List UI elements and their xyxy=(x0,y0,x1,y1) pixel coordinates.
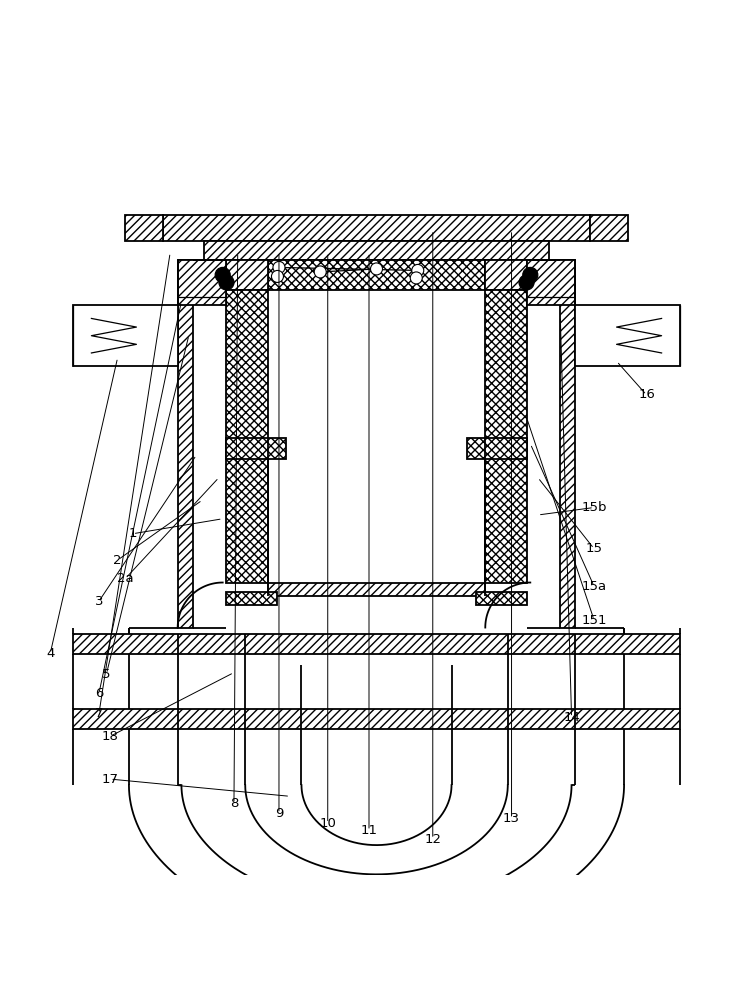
Circle shape xyxy=(519,275,534,290)
Polygon shape xyxy=(178,260,193,628)
Text: 2a: 2a xyxy=(117,572,133,585)
Polygon shape xyxy=(178,260,227,305)
Circle shape xyxy=(523,267,538,282)
Text: 10: 10 xyxy=(319,817,336,830)
Text: 8: 8 xyxy=(230,797,238,810)
Circle shape xyxy=(215,267,230,282)
Polygon shape xyxy=(467,438,526,459)
Polygon shape xyxy=(204,241,549,260)
Polygon shape xyxy=(125,215,163,241)
Text: 4: 4 xyxy=(46,647,54,660)
Circle shape xyxy=(314,266,326,278)
Circle shape xyxy=(410,272,422,284)
Polygon shape xyxy=(526,260,575,305)
Polygon shape xyxy=(72,305,178,366)
Text: 14: 14 xyxy=(563,711,580,724)
Polygon shape xyxy=(268,583,485,596)
Text: 18: 18 xyxy=(102,730,119,743)
Text: 6: 6 xyxy=(95,687,103,700)
Circle shape xyxy=(272,270,283,282)
Text: 1: 1 xyxy=(129,527,137,540)
Polygon shape xyxy=(268,260,485,290)
Text: 15: 15 xyxy=(586,542,602,555)
Polygon shape xyxy=(590,215,628,241)
Text: 2: 2 xyxy=(114,554,122,567)
Polygon shape xyxy=(575,305,681,366)
Polygon shape xyxy=(72,634,681,654)
Text: 151: 151 xyxy=(581,614,607,627)
Text: 15a: 15a xyxy=(581,580,607,593)
Polygon shape xyxy=(485,290,526,583)
Text: 9: 9 xyxy=(275,807,283,820)
Circle shape xyxy=(219,275,234,290)
Text: 5: 5 xyxy=(102,668,111,681)
Text: 16: 16 xyxy=(638,388,655,401)
Text: 3: 3 xyxy=(95,595,103,608)
Circle shape xyxy=(370,263,383,275)
Circle shape xyxy=(412,264,424,276)
Text: 13: 13 xyxy=(503,812,520,825)
Polygon shape xyxy=(477,592,526,605)
Text: 12: 12 xyxy=(424,833,441,846)
Text: 15b: 15b xyxy=(581,501,607,514)
Text: 11: 11 xyxy=(361,824,377,837)
Polygon shape xyxy=(485,260,526,290)
Polygon shape xyxy=(163,215,590,241)
Polygon shape xyxy=(227,260,268,290)
Polygon shape xyxy=(227,438,286,459)
Polygon shape xyxy=(72,709,681,729)
Polygon shape xyxy=(560,260,575,628)
Text: 17: 17 xyxy=(102,773,119,786)
Polygon shape xyxy=(227,290,268,583)
Polygon shape xyxy=(227,592,276,605)
Text: 7: 7 xyxy=(95,707,103,720)
Circle shape xyxy=(273,261,285,273)
